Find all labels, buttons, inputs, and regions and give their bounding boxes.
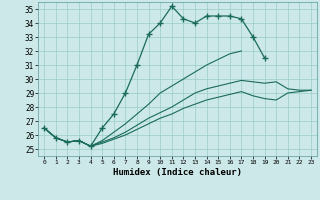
X-axis label: Humidex (Indice chaleur): Humidex (Indice chaleur) (113, 168, 242, 177)
